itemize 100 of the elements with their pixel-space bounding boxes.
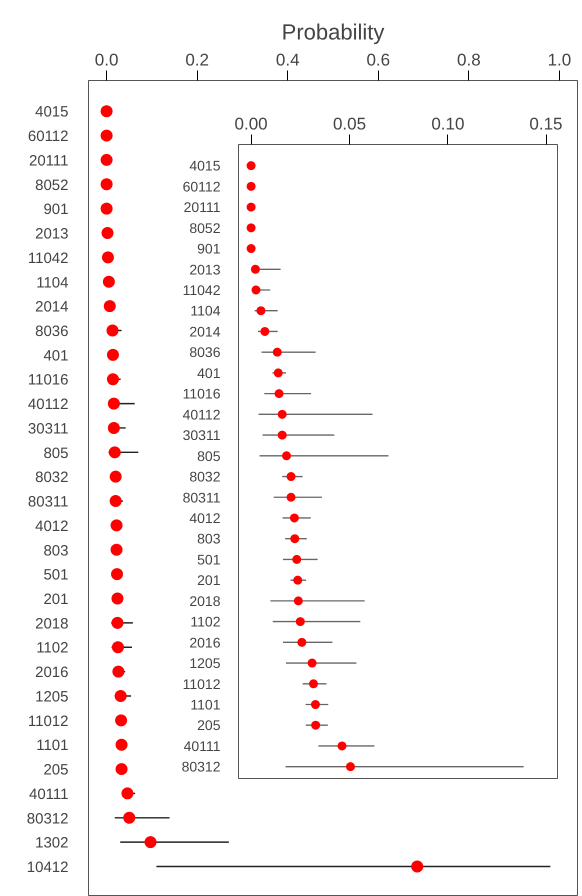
- point: [256, 306, 266, 316]
- point: [104, 300, 116, 312]
- y-tick-label: 11042: [28, 250, 69, 267]
- x-tick-label: 0.2: [185, 50, 209, 70]
- point: [115, 714, 128, 726]
- point: [106, 348, 119, 361]
- y-tick-label: 2014: [189, 323, 221, 340]
- y-tick-label: 80311: [28, 494, 69, 511]
- y-tick-label: 60112: [182, 178, 221, 194]
- point: [100, 154, 113, 166]
- point: [282, 451, 292, 460]
- y-tick-label: 901: [43, 201, 69, 218]
- y-tick-label: 10412: [26, 859, 69, 876]
- y-tick-label: 805: [43, 444, 69, 462]
- y-tick-label: 8052: [189, 220, 221, 236]
- y-tick-label: 205: [197, 717, 221, 734]
- y-tick-label: 4012: [35, 518, 69, 535]
- point: [294, 596, 303, 606]
- point: [111, 568, 124, 580]
- y-tick-label: 40111: [29, 786, 69, 803]
- y-tick-label: 501: [197, 551, 221, 568]
- y-tick-label: 30311: [182, 427, 221, 444]
- y-tick-label: 2014: [35, 298, 69, 316]
- y-tick-label: 803: [197, 530, 221, 547]
- point: [246, 223, 256, 232]
- point: [116, 738, 128, 751]
- y-tick-label: 1101: [36, 737, 69, 754]
- y-tick-label: 20111: [184, 199, 221, 216]
- point: [278, 430, 287, 440]
- point: [308, 679, 318, 688]
- point: [102, 227, 114, 240]
- y-tick-label: 1104: [36, 274, 69, 292]
- point: [346, 762, 355, 772]
- point: [246, 161, 256, 170]
- y-tick-label: 2013: [189, 261, 221, 278]
- point: [114, 690, 127, 702]
- x-tick-label: 0.10: [431, 114, 464, 134]
- y-tick-label: 805: [197, 448, 221, 464]
- y-tick-label: 11042: [182, 282, 221, 298]
- point: [246, 202, 256, 212]
- point: [108, 422, 120, 434]
- point: [311, 720, 320, 730]
- x-tick-label: 0.15: [529, 114, 563, 134]
- point: [110, 495, 122, 508]
- y-tick-label: 8032: [35, 469, 69, 486]
- y-tick-label: 401: [197, 364, 221, 381]
- y-tick-label: 11016: [28, 372, 69, 389]
- point: [110, 544, 123, 556]
- point: [102, 276, 115, 288]
- point: [297, 638, 306, 647]
- y-tick-label: 20111: [29, 152, 69, 170]
- point: [111, 592, 124, 604]
- x-tick-label: 0.0: [94, 50, 118, 70]
- y-tick-label: 501: [43, 566, 69, 584]
- point: [310, 700, 320, 709]
- point: [272, 348, 282, 357]
- point: [108, 446, 121, 458]
- point: [100, 105, 113, 118]
- y-tick-label: 2016: [35, 664, 69, 682]
- point: [123, 812, 136, 824]
- y-tick-label: 401: [43, 347, 69, 364]
- point: [106, 324, 118, 336]
- y-tick-label: 2016: [189, 634, 221, 650]
- point: [296, 617, 305, 626]
- y-tick-label: 40111: [184, 738, 221, 754]
- y-tick-label: 8036: [189, 344, 221, 360]
- y-tick-label: 1101: [190, 696, 221, 713]
- point: [274, 368, 283, 378]
- y-tick-label: 2013: [35, 226, 69, 243]
- point: [411, 860, 424, 873]
- y-tick-label: 1102: [36, 640, 69, 657]
- y-tick-label: 205: [43, 762, 69, 779]
- point: [252, 286, 261, 294]
- y-tick-label: 901: [197, 240, 221, 257]
- point: [308, 658, 317, 668]
- x-tick-label: 1.0: [548, 50, 572, 70]
- point: [293, 576, 302, 585]
- y-tick-label: 8032: [189, 468, 221, 485]
- y-tick-label: 40112: [28, 396, 69, 414]
- x-tick-label: 0.00: [234, 114, 268, 134]
- point: [246, 182, 256, 191]
- x-tick-label: 0.4: [276, 50, 300, 70]
- point: [112, 666, 124, 678]
- point: [290, 513, 299, 522]
- y-tick-label: 2018: [35, 615, 69, 632]
- y-tick-label: 4015: [35, 104, 69, 121]
- y-tick-label: 1104: [190, 302, 221, 319]
- x-tick-label: 0.05: [332, 114, 366, 134]
- point: [260, 326, 270, 336]
- y-tick-label: 201: [197, 572, 221, 588]
- x-axis-title: Probability: [282, 20, 384, 44]
- x-tick-label: 0.8: [457, 50, 481, 70]
- point: [338, 741, 347, 750]
- point: [121, 787, 134, 800]
- y-tick-label: 80311: [182, 489, 221, 506]
- point: [110, 470, 122, 483]
- point: [286, 492, 296, 502]
- point: [292, 554, 302, 564]
- y-tick-label: 1102: [190, 614, 221, 630]
- point: [116, 763, 128, 776]
